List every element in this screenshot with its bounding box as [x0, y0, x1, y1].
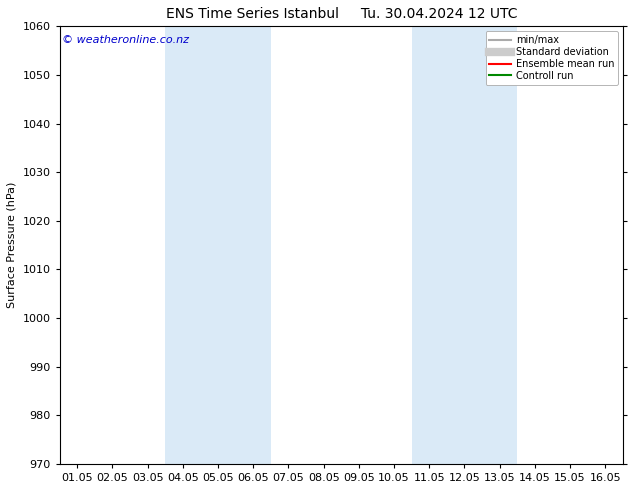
Legend: min/max, Standard deviation, Ensemble mean run, Controll run: min/max, Standard deviation, Ensemble me…: [486, 31, 618, 85]
Bar: [165, 26, 271, 464]
Y-axis label: Surface Pressure (hPa): Surface Pressure (hPa): [7, 182, 17, 308]
Bar: [411, 26, 517, 464]
Title: ENS Time Series Istanbul     Tu. 30.04.2024 12 UTC: ENS Time Series Istanbul Tu. 30.04.2024 …: [165, 7, 517, 21]
Text: © weatheronline.co.nz: © weatheronline.co.nz: [63, 35, 190, 45]
